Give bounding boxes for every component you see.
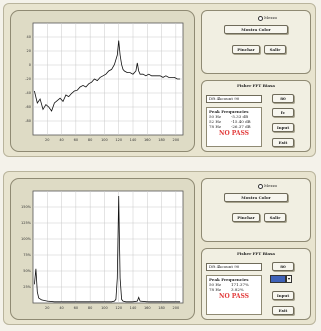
salir-button[interactable]: Salir: [264, 213, 286, 222]
fft-title: Fisher FFT Biasa: [237, 83, 275, 88]
y-tick-label: 40: [27, 35, 31, 39]
y-tick-label: 125%: [21, 221, 32, 225]
y-tick-label: 75%: [23, 253, 31, 257]
y-tick-label: -40: [25, 91, 31, 95]
x-tick-label: 20: [45, 306, 49, 310]
salir-button[interactable]: Salir: [264, 45, 286, 54]
x-tick-label: 120: [115, 306, 122, 310]
x-tick-label: 180: [158, 306, 165, 310]
x-tick-label: 100: [101, 138, 108, 142]
color-button[interactable]: Mostra Color: [224, 25, 288, 34]
peak-list: Peak Frequencies 50 Hz 171.37% 78 Hz 3.82%…: [206, 275, 262, 315]
x-tick-label: 20: [45, 138, 49, 142]
peaks-header: Peak Frequencies: [209, 109, 249, 114]
x-tick-label: 60: [74, 306, 78, 310]
y-tick-label: 25%: [23, 285, 31, 289]
spectrum-plot: 20 40 60 80 100 120 140 160 180 200 150% 125% 100% 75…: [21, 190, 184, 310]
scope-controls: Mezzo Mostra Color Pinchar Salir: [201, 10, 311, 74]
analyzer-panel-top: 20 40 60 80 100 120 140 160 180 200 40 20 0 -20 -40 -60…: [3, 3, 316, 157]
x-tick-label: 80: [88, 138, 92, 142]
numeric-field[interactable]: [270, 275, 286, 283]
series-line: [34, 195, 181, 303]
color-button[interactable]: Mostra Color: [224, 193, 288, 202]
x-tick-label: 180: [158, 138, 165, 142]
analyzer-panel-bottom: 20 40 60 80 100 120 140 160 180 200 150% 125% 100% 75…: [3, 171, 316, 325]
fft-mode-select[interactable]: Dft 4kcount 90: [206, 95, 262, 103]
y-tick-label: -80: [25, 119, 31, 123]
fft-button-1[interactable]: 80: [272, 262, 294, 271]
plot-frame: 20 40 60 80 100 120 140 160 180 200 150% 125% 100% 75…: [10, 178, 195, 320]
x-tick-label: 140: [130, 306, 137, 310]
fft-title: Fisher FFT Biasa: [237, 251, 275, 256]
fft-controls: Fisher FFT Biasa Dft 4kcount 90 Peak Fre…: [201, 80, 311, 152]
radio-dot-icon: [258, 15, 263, 21]
peak-row: 52 Hz -15.40 dB: [209, 119, 251, 124]
x-tick-label: 80: [88, 306, 92, 310]
fft-button-2[interactable]: fc: [272, 108, 294, 117]
x-tick-label: 120: [115, 138, 122, 142]
x-tick-label: 40: [59, 306, 63, 310]
pass-status: NO PASS: [218, 130, 250, 137]
x-tick-label: 140: [130, 138, 137, 142]
input-button[interactable]: Input: [272, 291, 294, 300]
scope-controls: Mezzo Mostra Color Pinchar Salir: [201, 178, 311, 242]
mode-radio[interactable]: Mezzo: [258, 183, 277, 189]
plot-area: [32, 190, 184, 304]
pinchar-button[interactable]: Pinchar: [232, 45, 260, 54]
input-button[interactable]: Input: [272, 123, 294, 132]
y-tick-label: 150%: [21, 205, 32, 209]
y-tick-label: -20: [25, 77, 31, 81]
peak-row: 78 Hz 3.82%: [209, 287, 244, 292]
y-tick-label: 100%: [21, 237, 32, 241]
x-tick-label: 40: [59, 138, 63, 142]
exit-button[interactable]: Exit: [272, 306, 294, 315]
pinchar-button[interactable]: Pinchar: [232, 213, 260, 222]
peak-list: Peak Frequencies 50 Hz -5.33 dB 52 Hz -15.…: [206, 107, 262, 147]
x-tick-label: 200: [173, 306, 180, 310]
y-tick-label: -60: [25, 105, 31, 109]
mode-radio[interactable]: Mezzo: [258, 15, 277, 21]
peak-row: 50 Hz -5.33 dB: [209, 114, 249, 119]
y-tick-label: 20: [27, 49, 31, 53]
fft-controls: Fisher FFT Biasa Dft 4kcount 90 Peak Fre…: [201, 248, 311, 320]
x-tick-label: 160: [144, 138, 151, 142]
plot-frame: 20 40 60 80 100 120 140 160 180 200 40 20 0 -20 -40 -60…: [10, 10, 195, 152]
x-tick-label: 200: [173, 138, 180, 142]
fft-mode-select[interactable]: Dft 4kcount 90: [206, 263, 262, 271]
spectrum-plot: 20 40 60 80 100 120 140 160 180 20040200-20-40-60…: [25, 22, 184, 142]
x-tick-label: 60: [74, 138, 78, 142]
peak-row: 50 Hz 171.37%: [209, 282, 249, 287]
x-tick-label: 160: [144, 306, 151, 310]
peak-row: 78 Hz -26.37 dB: [209, 124, 251, 129]
pass-status: NO PASS: [218, 293, 250, 300]
exit-button[interactable]: Exit: [272, 138, 294, 147]
spin-arrow-icon[interactable]: ▾: [286, 275, 292, 283]
radio-dot-icon: [258, 183, 263, 189]
y-tick-label: 0: [29, 63, 31, 67]
fft-button-1[interactable]: 80: [272, 94, 294, 103]
series-line: [34, 40, 181, 112]
y-tick-label: 50%: [23, 269, 31, 273]
x-tick-label: 100: [101, 306, 108, 310]
peaks-header: Peak Frequencies: [209, 277, 249, 282]
